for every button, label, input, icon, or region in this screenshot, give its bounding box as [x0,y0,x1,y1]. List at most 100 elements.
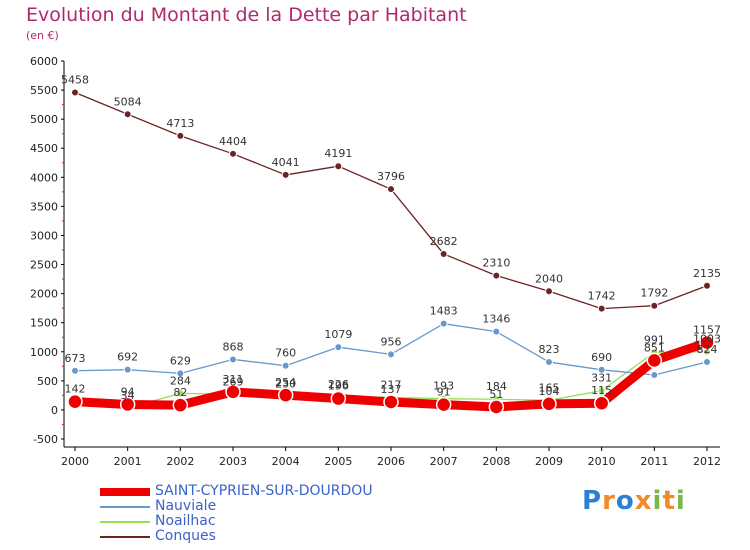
proxiti-logo: Proxiti [582,486,686,516]
logo-letter: r [602,486,616,516]
series-point [383,394,399,410]
data-label: 1346 [482,313,510,326]
data-label: 230 [275,378,296,391]
legend-label: SAINT-CYPRIEN-SUR-DOURDOU [155,483,373,499]
data-label: 284 [170,374,191,387]
x-tick-label: 2010 [588,455,616,468]
legend-swatch [100,487,150,496]
data-label: 991 [644,333,665,346]
legend-label: Nauviale [155,498,217,514]
x-tick-label: 2002 [166,455,194,468]
series-point [330,390,347,407]
data-label: 823 [539,343,560,356]
data-label: 104 [539,385,560,398]
series-point [597,304,606,313]
data-label: 1483 [430,305,458,318]
logo-letter: o [615,486,635,516]
data-label: 692 [117,351,138,364]
data-label: 196 [328,380,349,393]
y-tick-label: 6000 [30,55,58,68]
legend-item: SAINT-CYPRIEN-SUR-DOURDOU [100,484,373,499]
series-point [387,350,395,359]
x-tick-label: 2005 [324,455,352,468]
plot-area: -500 0 500 1000 1500 2000 2500 3000 3500 4000 4500… [30,55,721,468]
data-label: 165 [539,381,560,394]
series-point [67,393,83,410]
data-label: 1003 [693,333,721,346]
data-label: 254 [275,376,296,389]
series-point [699,334,715,351]
data-label: 193 [433,380,454,393]
x-tick-label: 2003 [219,455,247,468]
data-label: 851 [644,341,665,354]
x-tick-label: 2009 [535,455,563,468]
series-point [439,319,448,328]
data-label: 1792 [640,287,668,300]
data-label: 331 [591,372,612,385]
data-label: 824 [697,343,718,356]
legend-swatch [100,535,150,538]
legend-swatch [100,520,150,523]
series-point [229,355,237,364]
y-tick-label: -500 [33,433,58,446]
y-tick-label: 1500 [30,317,58,330]
series-point [334,162,343,171]
data-label: 2310 [482,257,510,270]
series-point [541,396,557,412]
chart-unit-label: (en €) [26,29,59,42]
series-point [176,389,185,398]
series-point [545,358,553,367]
series-point [123,110,132,119]
series-point [176,369,185,378]
data-label: 51 [489,388,503,401]
data-label: 94 [121,385,135,398]
data-label: 2135 [693,267,721,280]
series-point [71,366,79,375]
data-label: 5084 [114,95,142,108]
y-tick-label: 5500 [30,84,58,97]
y-tick-label: 2500 [30,259,58,272]
data-label: 760 [275,347,296,360]
x-tick-label: 2006 [377,455,405,468]
series-point [593,395,610,411]
data-label: 5458 [61,74,89,87]
logo-letter: i [675,486,686,516]
data-label: 184 [486,380,507,393]
series-point [176,131,185,140]
logo-letter: P [582,486,603,516]
x-tick-label: 2012 [693,455,721,468]
y-tick-label: 4500 [30,142,58,155]
x-tick-label: 2001 [114,455,142,468]
data-label: 82 [173,386,187,399]
series-point [225,384,241,400]
legend-item: Conques [100,529,373,544]
x-tick-label: 2004 [272,455,300,468]
data-label: 1157 [693,324,721,337]
y-tick-label: 3500 [30,200,58,213]
series-point [650,301,659,310]
logo-letter: t [662,486,676,516]
chart-title: Evolution du Montant de la Dette par Hab… [26,4,467,26]
y-tick-label: 500 [37,375,58,388]
series-point [71,88,79,97]
y-tick-label: 2000 [30,288,58,301]
x-tick-label: 2000 [61,455,89,468]
logo-letter: i [652,486,663,516]
legend-swatch [100,505,150,508]
data-label: 226 [328,378,349,391]
legend-item: Nauviale [100,499,373,514]
series-point [703,281,711,290]
series-point [281,361,290,370]
x-tick-label: 2007 [430,455,458,468]
series-point [597,386,606,395]
data-label: 956 [381,335,402,348]
series-point [229,149,237,158]
series-point [646,352,663,369]
data-label: 673 [65,352,86,365]
data-label: 4404 [219,135,247,148]
data-label: 137 [381,383,402,396]
series-point [281,170,290,179]
data-label: 690 [591,351,612,364]
data-label: 34 [121,389,135,402]
data-label: 868 [223,340,244,353]
